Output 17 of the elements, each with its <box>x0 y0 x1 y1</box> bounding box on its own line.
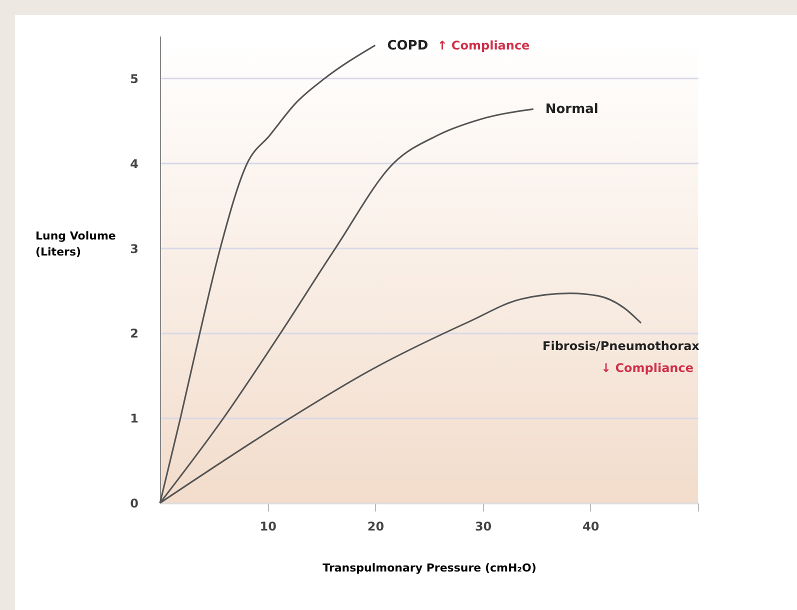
y-tick-label: 1 <box>130 412 138 426</box>
annotation: ↑ Compliance <box>437 38 530 52</box>
series-label: Normal <box>545 102 598 118</box>
x-axis-title: Transpulmonary Pressure (cmH₂O) <box>322 562 536 574</box>
y-axis-title: Lung Volume (Liters) <box>36 230 116 258</box>
y-tick-label: 3 <box>130 242 138 256</box>
y-tick-label: 2 <box>130 326 138 341</box>
x-tick-label: 20 <box>367 520 384 534</box>
x-tick-label: 30 <box>474 520 492 534</box>
y-tick-label: 5 <box>130 72 138 86</box>
x-tick-label: 10 <box>260 520 276 534</box>
y-tick-label: 4 <box>130 156 138 171</box>
x-tick-label: 40 <box>582 520 600 534</box>
series-label: COPD <box>387 38 428 54</box>
annotation: ↓ Compliance <box>600 360 694 375</box>
y-tick-label: 0 <box>130 496 138 510</box>
text: Fibrosis/Pneumothorax <box>542 338 700 353</box>
